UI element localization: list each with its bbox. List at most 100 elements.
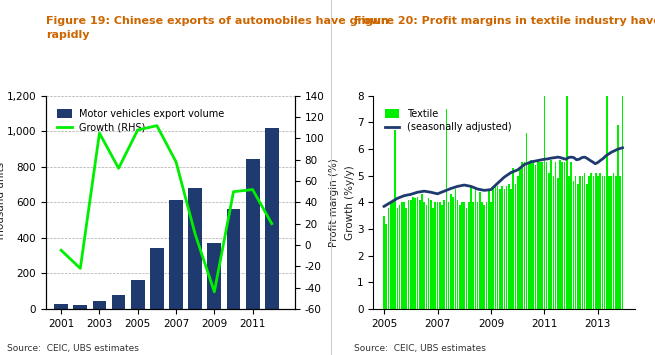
Text: rapidly: rapidly xyxy=(46,30,89,40)
Bar xyxy=(472,202,474,309)
Bar xyxy=(390,202,392,309)
Bar xyxy=(396,208,398,309)
Bar xyxy=(531,160,532,309)
Bar xyxy=(557,178,559,309)
Bar xyxy=(208,243,221,309)
Bar xyxy=(401,202,403,309)
Bar xyxy=(528,163,530,309)
Bar xyxy=(188,188,202,309)
Bar xyxy=(501,186,503,309)
Bar xyxy=(539,163,541,309)
Bar xyxy=(546,163,548,309)
Bar xyxy=(430,200,432,309)
Bar xyxy=(423,202,425,309)
Text: Thousand units: Thousand units xyxy=(0,162,6,242)
Bar xyxy=(426,205,427,309)
Bar xyxy=(405,208,407,309)
Bar xyxy=(584,173,586,309)
Bar xyxy=(466,208,467,309)
Bar xyxy=(506,186,508,309)
Legend: Motor vehicles export volume, Growth (RHS): Motor vehicles export volume, Growth (RH… xyxy=(53,105,229,136)
Text: Growth (%y/y): Growth (%y/y) xyxy=(345,165,354,240)
Bar xyxy=(417,197,419,309)
Bar xyxy=(497,186,498,309)
Bar xyxy=(575,176,576,309)
Bar xyxy=(441,205,443,309)
Bar xyxy=(403,202,405,309)
Bar xyxy=(553,176,554,309)
Bar xyxy=(92,301,106,309)
Bar xyxy=(537,160,538,309)
Bar xyxy=(512,168,514,309)
Bar xyxy=(410,200,411,309)
Bar xyxy=(548,173,550,309)
Bar xyxy=(450,195,452,309)
Bar xyxy=(490,202,492,309)
Text: Source:  CEIC, UBS estimates: Source: CEIC, UBS estimates xyxy=(7,344,138,354)
Bar xyxy=(508,184,510,309)
Bar xyxy=(479,192,481,309)
Bar xyxy=(392,200,394,309)
Bar xyxy=(555,163,557,309)
Bar xyxy=(412,197,414,309)
Bar xyxy=(452,197,454,309)
Bar xyxy=(246,159,259,309)
Bar xyxy=(399,205,400,309)
Bar xyxy=(419,200,421,309)
Bar xyxy=(131,280,145,309)
Bar xyxy=(434,202,436,309)
Text: Figure 20: Profit margins in textile industry have risen: Figure 20: Profit margins in textile ind… xyxy=(354,16,655,26)
Bar xyxy=(432,208,434,309)
Bar xyxy=(383,216,385,309)
Bar xyxy=(521,163,523,309)
Bar xyxy=(533,163,534,309)
Bar xyxy=(599,173,601,309)
Bar xyxy=(526,133,527,309)
Bar xyxy=(564,163,565,309)
Bar xyxy=(568,176,570,309)
Text: Figure 19: Chinese exports of automobiles have grown: Figure 19: Chinese exports of automobile… xyxy=(46,16,388,26)
Bar xyxy=(606,96,608,309)
Bar xyxy=(477,202,478,309)
Bar xyxy=(448,202,449,309)
Bar xyxy=(504,189,505,309)
Bar xyxy=(54,304,68,309)
Bar xyxy=(515,184,516,309)
Bar xyxy=(586,184,588,309)
Bar xyxy=(73,305,87,309)
Bar xyxy=(385,224,387,309)
Bar xyxy=(615,176,616,309)
Bar xyxy=(443,200,445,309)
Bar xyxy=(612,173,614,309)
Bar xyxy=(468,202,470,309)
Bar xyxy=(577,184,579,309)
Bar xyxy=(475,189,476,309)
Bar xyxy=(486,202,487,309)
Bar xyxy=(510,189,512,309)
Bar xyxy=(544,96,545,309)
Bar xyxy=(227,208,240,309)
Bar xyxy=(488,189,489,309)
Bar xyxy=(464,202,465,309)
Bar xyxy=(421,195,422,309)
Bar xyxy=(112,295,126,309)
Text: Source:  CEIC, UBS estimates: Source: CEIC, UBS estimates xyxy=(354,344,485,354)
Bar xyxy=(457,200,458,309)
Bar xyxy=(601,176,603,309)
Bar xyxy=(517,176,519,309)
Bar xyxy=(590,173,592,309)
Bar xyxy=(597,176,599,309)
Bar xyxy=(407,200,409,309)
Bar xyxy=(588,176,590,309)
Bar xyxy=(595,173,597,309)
Bar xyxy=(445,109,447,309)
Bar xyxy=(610,176,612,309)
Bar xyxy=(550,160,552,309)
Bar xyxy=(604,176,605,309)
Bar xyxy=(495,186,496,309)
Bar xyxy=(499,189,500,309)
Bar xyxy=(415,198,416,309)
Bar xyxy=(455,189,456,309)
Bar xyxy=(566,96,567,309)
Bar xyxy=(265,128,278,309)
